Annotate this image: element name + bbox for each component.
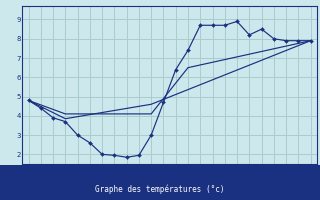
Text: Graphe des températures (°c): Graphe des températures (°c) [95, 184, 225, 194]
